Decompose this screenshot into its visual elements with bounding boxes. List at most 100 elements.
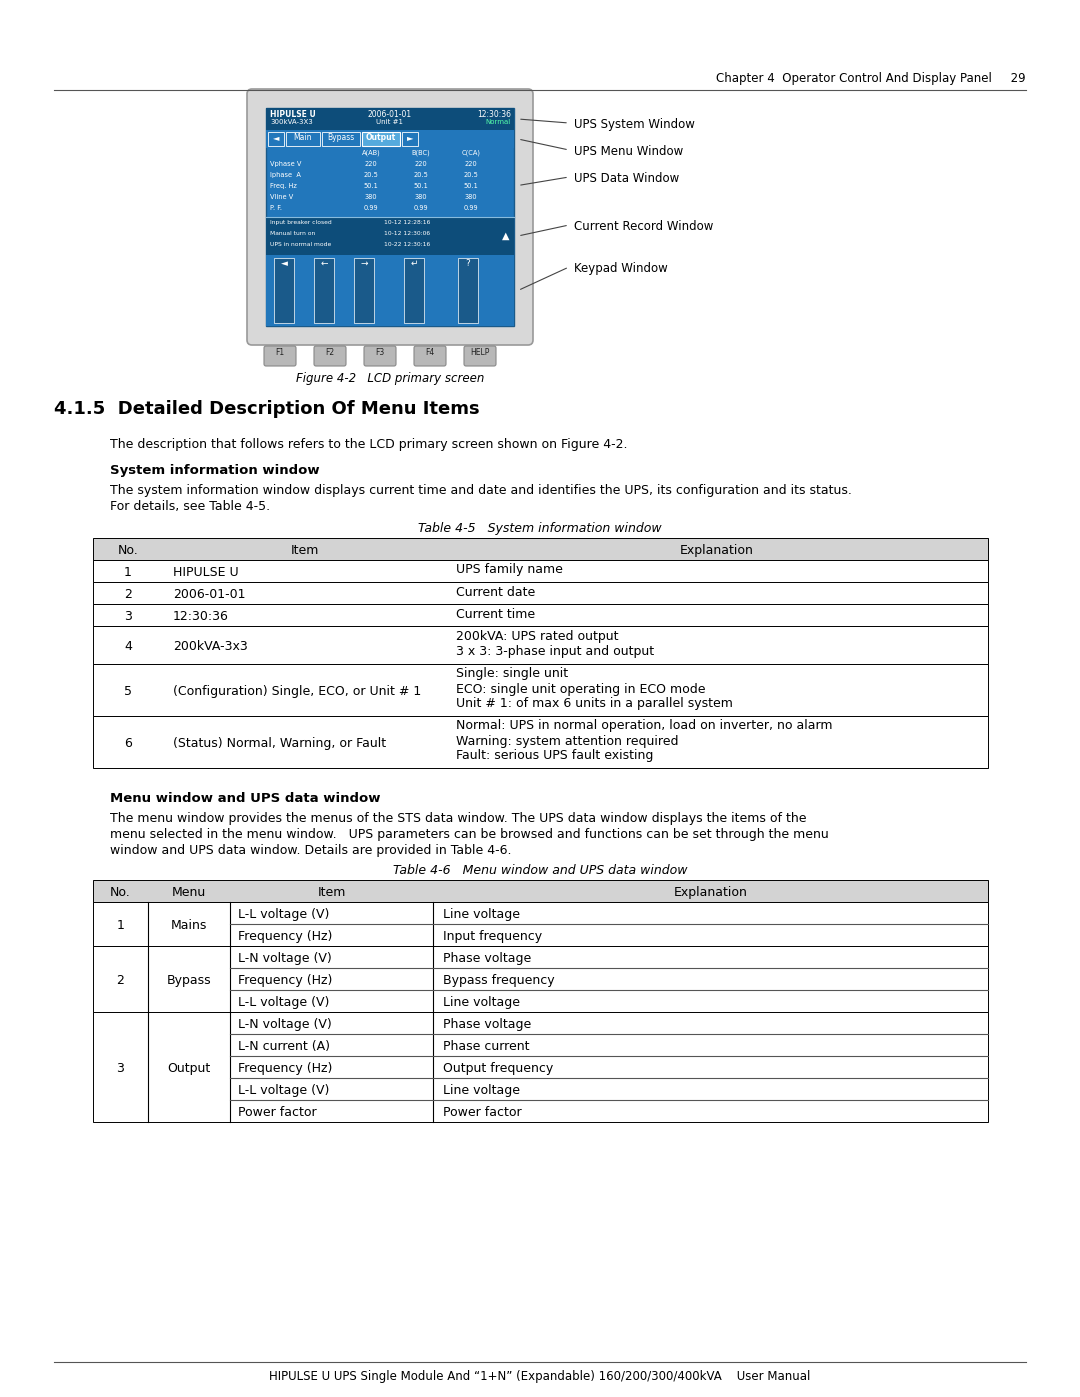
Text: 220: 220 xyxy=(415,161,428,168)
Text: Power factor: Power factor xyxy=(443,1106,522,1119)
Text: Normal: UPS in normal operation, load on inverter, no alarm: Normal: UPS in normal operation, load on… xyxy=(456,719,833,732)
Bar xyxy=(93,664,988,717)
Text: UPS Data Window: UPS Data Window xyxy=(573,172,679,184)
Text: No.: No. xyxy=(118,543,138,557)
Text: The menu window provides the menus of the STS data window. The UPS data window d: The menu window provides the menus of th… xyxy=(110,812,807,826)
Text: 3 x 3: 3-phase input and output: 3 x 3: 3-phase input and output xyxy=(456,645,654,658)
Text: L-L voltage (V): L-L voltage (V) xyxy=(238,908,329,921)
Text: 10-12 12:30:06: 10-12 12:30:06 xyxy=(384,231,430,236)
Text: F2: F2 xyxy=(325,348,335,358)
Text: Frequency (Hz): Frequency (Hz) xyxy=(238,930,333,943)
Text: B(BC): B(BC) xyxy=(411,149,430,155)
Text: 0.99: 0.99 xyxy=(414,205,429,211)
Text: Output frequency: Output frequency xyxy=(443,1062,553,1076)
Text: 0.99: 0.99 xyxy=(364,205,378,211)
Bar xyxy=(93,946,988,1011)
Text: Menu: Menu xyxy=(172,886,206,900)
FancyBboxPatch shape xyxy=(414,346,446,366)
Bar xyxy=(402,131,418,147)
Text: 380: 380 xyxy=(365,194,377,200)
Text: Figure 4-2   LCD primary screen: Figure 4-2 LCD primary screen xyxy=(296,372,484,386)
Bar xyxy=(322,131,360,147)
Text: Power factor: Power factor xyxy=(238,1106,316,1119)
Bar xyxy=(93,604,988,626)
Text: Normal: Normal xyxy=(486,119,511,124)
Text: 2006-01-01: 2006-01-01 xyxy=(368,110,413,119)
Text: L-N voltage (V): L-N voltage (V) xyxy=(238,951,332,965)
Text: 20.5: 20.5 xyxy=(463,172,478,177)
Text: No.: No. xyxy=(110,886,131,900)
Bar xyxy=(93,1011,988,1122)
Text: Input breaker closed: Input breaker closed xyxy=(270,219,332,225)
Text: Table 4-6   Menu window and UPS data window: Table 4-6 Menu window and UPS data windo… xyxy=(393,863,687,877)
Text: F1: F1 xyxy=(275,348,284,358)
Text: F3: F3 xyxy=(376,348,384,358)
Text: Bypass: Bypass xyxy=(327,133,354,142)
Text: 2: 2 xyxy=(117,974,124,988)
Text: (Configuration) Single, ECO, or Unit # 1: (Configuration) Single, ECO, or Unit # 1 xyxy=(173,685,421,698)
Text: ECO: single unit operating in ECO mode: ECO: single unit operating in ECO mode xyxy=(456,683,705,696)
Text: Single: single unit: Single: single unit xyxy=(456,668,568,680)
Text: Output: Output xyxy=(167,1062,211,1076)
Text: P. F.: P. F. xyxy=(270,205,282,211)
Text: 200kVA: UPS rated output: 200kVA: UPS rated output xyxy=(456,630,619,643)
Bar xyxy=(404,258,424,323)
FancyBboxPatch shape xyxy=(264,346,296,366)
Text: HIPULSE U: HIPULSE U xyxy=(270,110,315,119)
Text: 200kVA-3x3: 200kVA-3x3 xyxy=(173,640,247,652)
Text: 50.1: 50.1 xyxy=(463,183,478,189)
Text: 380: 380 xyxy=(464,194,477,200)
Text: Current time: Current time xyxy=(456,608,535,620)
Text: Frequency (Hz): Frequency (Hz) xyxy=(238,974,333,988)
Text: UPS family name: UPS family name xyxy=(456,563,563,577)
Text: For details, see Table 4-5.: For details, see Table 4-5. xyxy=(110,500,270,513)
Text: Line voltage: Line voltage xyxy=(443,996,519,1009)
Bar xyxy=(268,131,284,147)
Text: HIPULSE U: HIPULSE U xyxy=(173,566,239,578)
Bar xyxy=(93,583,988,604)
Text: Warning: system attention required: Warning: system attention required xyxy=(456,735,678,747)
Bar xyxy=(93,880,988,902)
Text: 220: 220 xyxy=(365,161,377,168)
Text: ▲: ▲ xyxy=(502,231,510,242)
Text: →: → xyxy=(361,258,368,268)
FancyBboxPatch shape xyxy=(247,89,534,345)
Bar xyxy=(266,108,514,326)
Text: Chapter 4  Operator Control And Display Panel     29: Chapter 4 Operator Control And Display P… xyxy=(716,73,1026,85)
Text: Phase current: Phase current xyxy=(443,1039,529,1053)
Text: Current date: Current date xyxy=(456,585,536,598)
Text: 10-22 12:30:16: 10-22 12:30:16 xyxy=(384,242,430,247)
Text: ◄: ◄ xyxy=(281,258,287,268)
Text: 6: 6 xyxy=(124,738,132,750)
Text: ←: ← xyxy=(321,258,327,268)
Text: Line voltage: Line voltage xyxy=(443,908,519,921)
Text: L-L voltage (V): L-L voltage (V) xyxy=(238,996,329,1009)
Text: 300kVA-3X3: 300kVA-3X3 xyxy=(270,119,313,124)
Text: 5: 5 xyxy=(124,685,132,698)
Bar xyxy=(266,217,514,256)
Bar xyxy=(266,256,514,326)
Text: Phase voltage: Phase voltage xyxy=(443,1018,531,1031)
Text: L-L voltage (V): L-L voltage (V) xyxy=(238,1084,329,1097)
Text: Input frequency: Input frequency xyxy=(443,930,542,943)
Bar xyxy=(314,258,334,323)
Text: ►: ► xyxy=(407,133,414,142)
Text: 20.5: 20.5 xyxy=(414,172,429,177)
Text: UPS Menu Window: UPS Menu Window xyxy=(573,145,684,158)
Text: 3: 3 xyxy=(124,610,132,623)
Text: HIPULSE U UPS Single Module And “1+N” (Expandable) 160/200/300/400kVA    User Ma: HIPULSE U UPS Single Module And “1+N” (E… xyxy=(269,1370,811,1383)
Text: 2006-01-01: 2006-01-01 xyxy=(173,588,245,601)
FancyBboxPatch shape xyxy=(364,346,396,366)
Text: 380: 380 xyxy=(415,194,428,200)
Text: C(CA): C(CA) xyxy=(461,149,481,155)
Text: 220: 220 xyxy=(464,161,477,168)
Text: Unit # 1: of max 6 units in a parallel system: Unit # 1: of max 6 units in a parallel s… xyxy=(456,697,733,711)
Text: ◄: ◄ xyxy=(273,133,280,142)
Text: 12:30:36: 12:30:36 xyxy=(477,110,511,119)
Text: Iphase  A: Iphase A xyxy=(270,172,301,177)
Bar xyxy=(286,131,320,147)
Text: Bypass: Bypass xyxy=(166,974,212,988)
Text: 0.99: 0.99 xyxy=(463,205,478,211)
Text: The description that follows refers to the LCD primary screen shown on Figure 4-: The description that follows refers to t… xyxy=(110,439,627,451)
Text: 20.5: 20.5 xyxy=(364,172,378,177)
